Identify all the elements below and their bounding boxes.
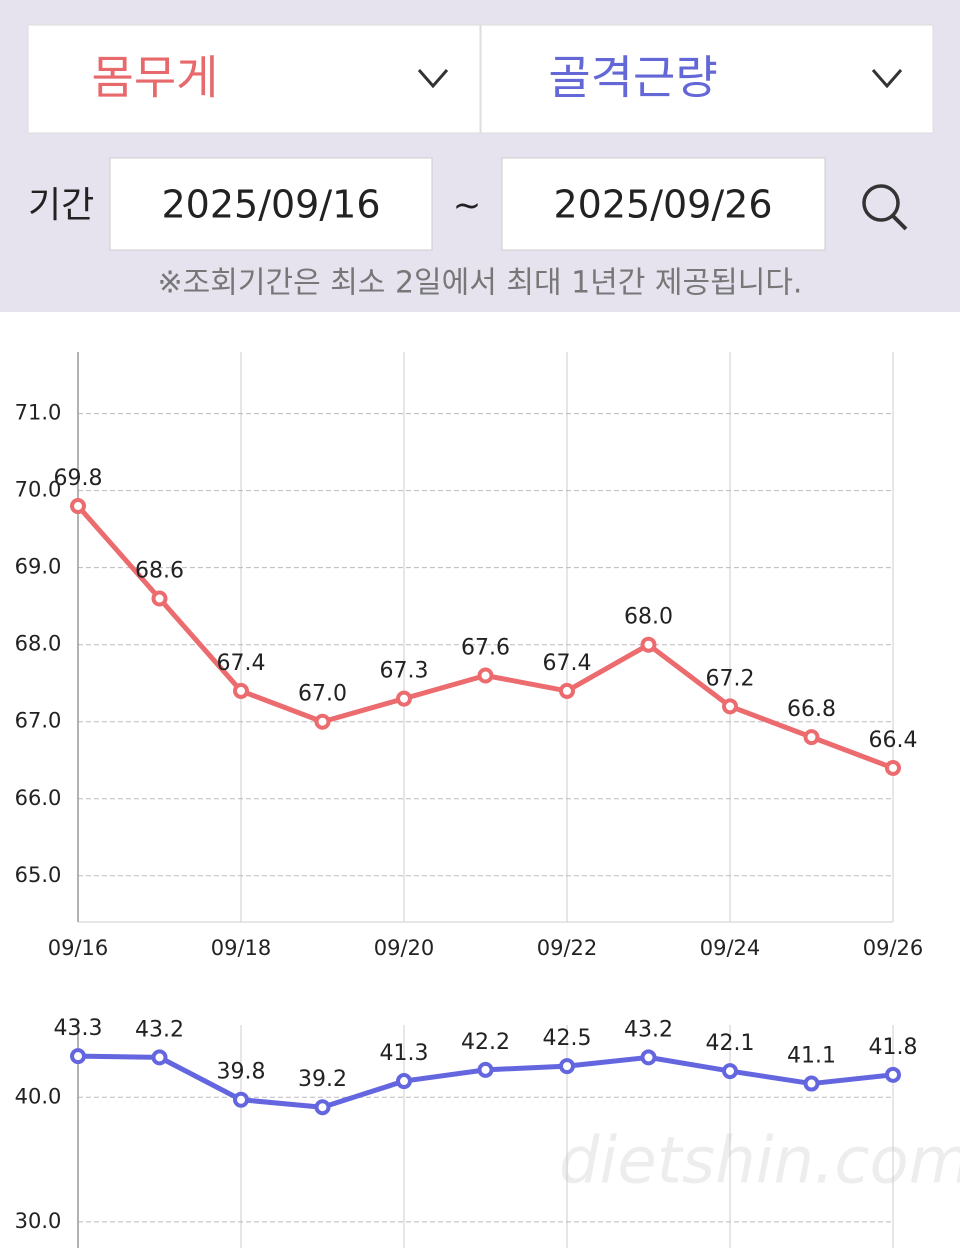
data-point — [803, 729, 820, 746]
data-point — [396, 690, 412, 707]
data-point — [70, 1048, 86, 1065]
data-point — [151, 590, 168, 607]
dropdown-left[interactable] — [27, 24, 481, 134]
data-label: 42.5 — [543, 1026, 592, 1051]
dropdown-right[interactable] — [480, 24, 934, 134]
data-point — [314, 713, 331, 730]
data-label: 66.8 — [787, 697, 836, 722]
end-date: 2025/09/26 — [553, 183, 772, 227]
data-point — [640, 636, 657, 653]
data-point — [640, 1049, 657, 1066]
data-point — [722, 1063, 738, 1080]
data-label: 39.2 — [298, 1067, 347, 1092]
y-tick-label: 67.0 — [15, 709, 62, 733]
y-tick-label: 71.0 — [15, 401, 62, 425]
search-icon — [891, 214, 908, 231]
x-tick-label: 09/20 — [374, 936, 435, 960]
data-label: 67.2 — [706, 666, 755, 691]
dropdown-right-text: 골격근량 — [548, 51, 717, 105]
data-point — [396, 1073, 412, 1090]
period-label: 기간 — [28, 185, 94, 226]
y-tick-label: 40.0 — [15, 1084, 62, 1108]
dropdown-left-text: 몸무게 — [92, 51, 219, 105]
data-label: 67.4 — [543, 651, 592, 676]
end-date-input[interactable] — [501, 157, 826, 251]
start-date: 2025/09/16 — [161, 183, 380, 227]
data-label: 67.4 — [217, 651, 266, 676]
data-label: 67.3 — [380, 659, 429, 684]
data-label: 43.2 — [135, 1017, 184, 1042]
y-tick-label: 70.0 — [15, 478, 62, 502]
data-label: 66.4 — [869, 728, 918, 753]
data-point — [70, 498, 86, 515]
data-point — [722, 698, 738, 715]
data-label: 42.2 — [461, 1030, 510, 1055]
data-point — [803, 1075, 820, 1092]
data-point — [885, 759, 901, 776]
notice: ※조회기간은 최소 2일에서 최대 1년간 제공됩니다. — [158, 266, 803, 301]
x-tick-label: 09/18 — [211, 936, 272, 960]
data-label: 67.6 — [461, 636, 510, 661]
chevron — [417, 69, 449, 89]
separator: ~ — [453, 186, 482, 226]
data-point — [151, 1049, 168, 1066]
start-date-input[interactable] — [109, 157, 433, 251]
x-tick-label: 09/26 — [863, 936, 924, 960]
x-tick-label: 09/22 — [537, 936, 598, 960]
data-label: 41.1 — [787, 1044, 836, 1069]
search-icon — [862, 184, 900, 222]
data-point — [233, 1091, 249, 1108]
data-point — [233, 682, 249, 699]
data-label: 69.8 — [54, 466, 103, 491]
y-tick-label: 65.0 — [15, 863, 62, 887]
data-label: 68.6 — [135, 558, 184, 583]
x-tick-label: 09/16 — [48, 936, 109, 960]
data-label: 43.3 — [54, 1016, 103, 1041]
chevron — [871, 69, 903, 89]
y-tick-label: 69.0 — [15, 555, 62, 579]
data-point — [477, 667, 494, 684]
y-tick-label: 68.0 — [15, 632, 62, 656]
data-label: 41.3 — [380, 1041, 429, 1066]
x-tick-label: 09/24 — [700, 936, 761, 960]
data-point — [314, 1099, 331, 1116]
y-tick-label: 66.0 — [15, 786, 62, 810]
data-point — [559, 682, 575, 699]
y-tick-label: 30.0 — [15, 1209, 62, 1233]
data-label: 68.0 — [624, 605, 673, 630]
data-point — [559, 1058, 575, 1075]
data-label: 39.8 — [217, 1060, 266, 1085]
data-label: 42.1 — [706, 1031, 755, 1056]
data-point — [477, 1061, 494, 1078]
data-label: 43.2 — [624, 1017, 673, 1042]
data-label: 41.8 — [869, 1035, 918, 1060]
data-point — [885, 1066, 901, 1083]
search-button[interactable] — [862, 184, 908, 231]
watermark: dietshin.com — [559, 1125, 960, 1199]
data-label: 67.0 — [298, 682, 347, 707]
